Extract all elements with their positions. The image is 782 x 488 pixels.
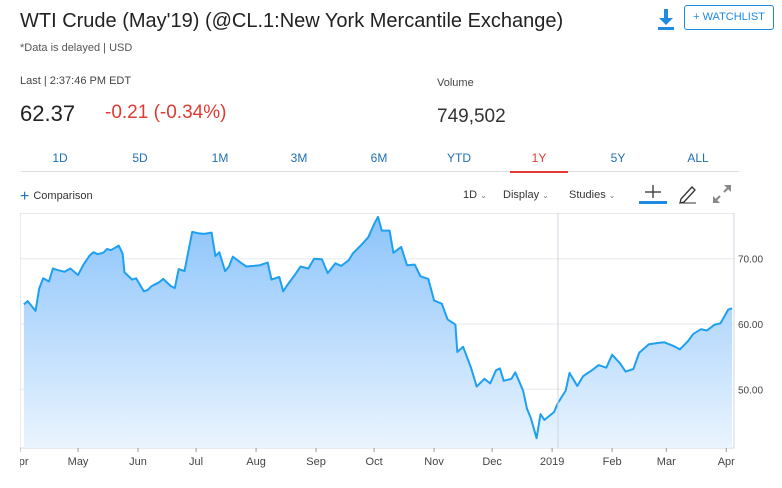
x-tick-label: May	[68, 456, 89, 468]
last-trade-time: Last | 2:37:46 PM EDT	[20, 75, 132, 87]
add-to-watchlist-button[interactable]: + WATCHLIST	[684, 5, 774, 30]
crosshair-icon[interactable]	[639, 183, 667, 205]
display-dropdown[interactable]: Display ⌄	[503, 189, 549, 201]
tab-5y[interactable]: 5Y	[610, 151, 626, 165]
interval-label: 1D	[463, 189, 478, 201]
expand-icon[interactable]	[711, 183, 737, 205]
studies-dropdown[interactable]: Studies ⌄	[569, 189, 615, 201]
volume-label: Volume	[437, 77, 474, 89]
chevron-down-icon: ⌄	[480, 191, 487, 200]
x-tick-label: Jun	[129, 456, 147, 468]
range-tabs: 1D 5D 1M 3M 6M YTD 1Y 5Y ALL	[21, 146, 739, 173]
x-tick-label: Mar	[657, 456, 676, 468]
chart-toolbar: + Comparison 1D ⌄ Display ⌄ Studies ⌄	[0, 183, 782, 211]
tab-3m[interactable]: 3M	[290, 151, 308, 165]
interval-dropdown[interactable]: 1D ⌄	[463, 189, 487, 201]
y-axis: 70.00 60.00 50.00	[738, 255, 763, 397]
x-tick-label: Aug	[246, 456, 266, 468]
x-tick-label: Apr	[718, 456, 735, 468]
x-tick-label: Feb	[603, 456, 622, 468]
tab-1d[interactable]: 1D	[52, 151, 68, 165]
y-tick-label: 70.00	[738, 255, 763, 266]
tab-ytd[interactable]: YTD	[447, 151, 471, 165]
price-line	[23, 215, 733, 440]
comparison-label: Comparison	[33, 190, 93, 202]
x-axis: Apr May Jun Jul Aug Sep Oct Nov Dec 2019 Feb Mar Apr	[20, 448, 735, 468]
x-tick-label: Sep	[306, 456, 326, 468]
price-chart[interactable]: 70.00 60.00 50.00 Apr May Jun Jul Aug Sep Oct Nov…	[20, 213, 770, 471]
tab-1m[interactable]: 1M	[211, 151, 229, 165]
x-tick-label: Dec	[482, 456, 502, 468]
y-tick-label: 50.00	[738, 385, 763, 396]
x-tick-label: Apr	[20, 456, 29, 468]
plus-icon: +	[20, 188, 30, 205]
tab-all[interactable]: ALL	[687, 151, 709, 165]
x-tick-label: Oct	[366, 456, 383, 468]
volume-value: 749,502	[437, 106, 506, 127]
x-tick-label: Nov	[424, 456, 444, 468]
price-area	[23, 216, 733, 448]
page-title: WTI Crude (May'19) (@CL.1:New York Merca…	[20, 10, 564, 32]
tab-5d[interactable]: 5D	[132, 151, 148, 165]
draw-pencil-icon[interactable]	[676, 183, 702, 205]
studies-label: Studies	[569, 189, 606, 201]
x-tick-label: Jul	[189, 456, 203, 468]
tab-6m[interactable]: 6M	[370, 151, 388, 165]
last-price: 62.37	[20, 101, 76, 126]
download-icon[interactable]	[655, 7, 677, 31]
chevron-down-icon: ⌄	[608, 191, 616, 200]
tab-1y[interactable]: 1Y	[500, 146, 578, 173]
data-delay-note: *Data is delayed | USD	[20, 42, 133, 54]
comparison-button[interactable]: + Comparison	[20, 188, 93, 206]
y-tick-label: 60.00	[738, 320, 763, 331]
chevron-down-icon: ⌄	[542, 191, 549, 200]
x-tick-label: 2019	[540, 456, 564, 468]
price-change: -0.21 (-0.34%)	[105, 102, 227, 123]
display-label: Display	[503, 189, 540, 201]
